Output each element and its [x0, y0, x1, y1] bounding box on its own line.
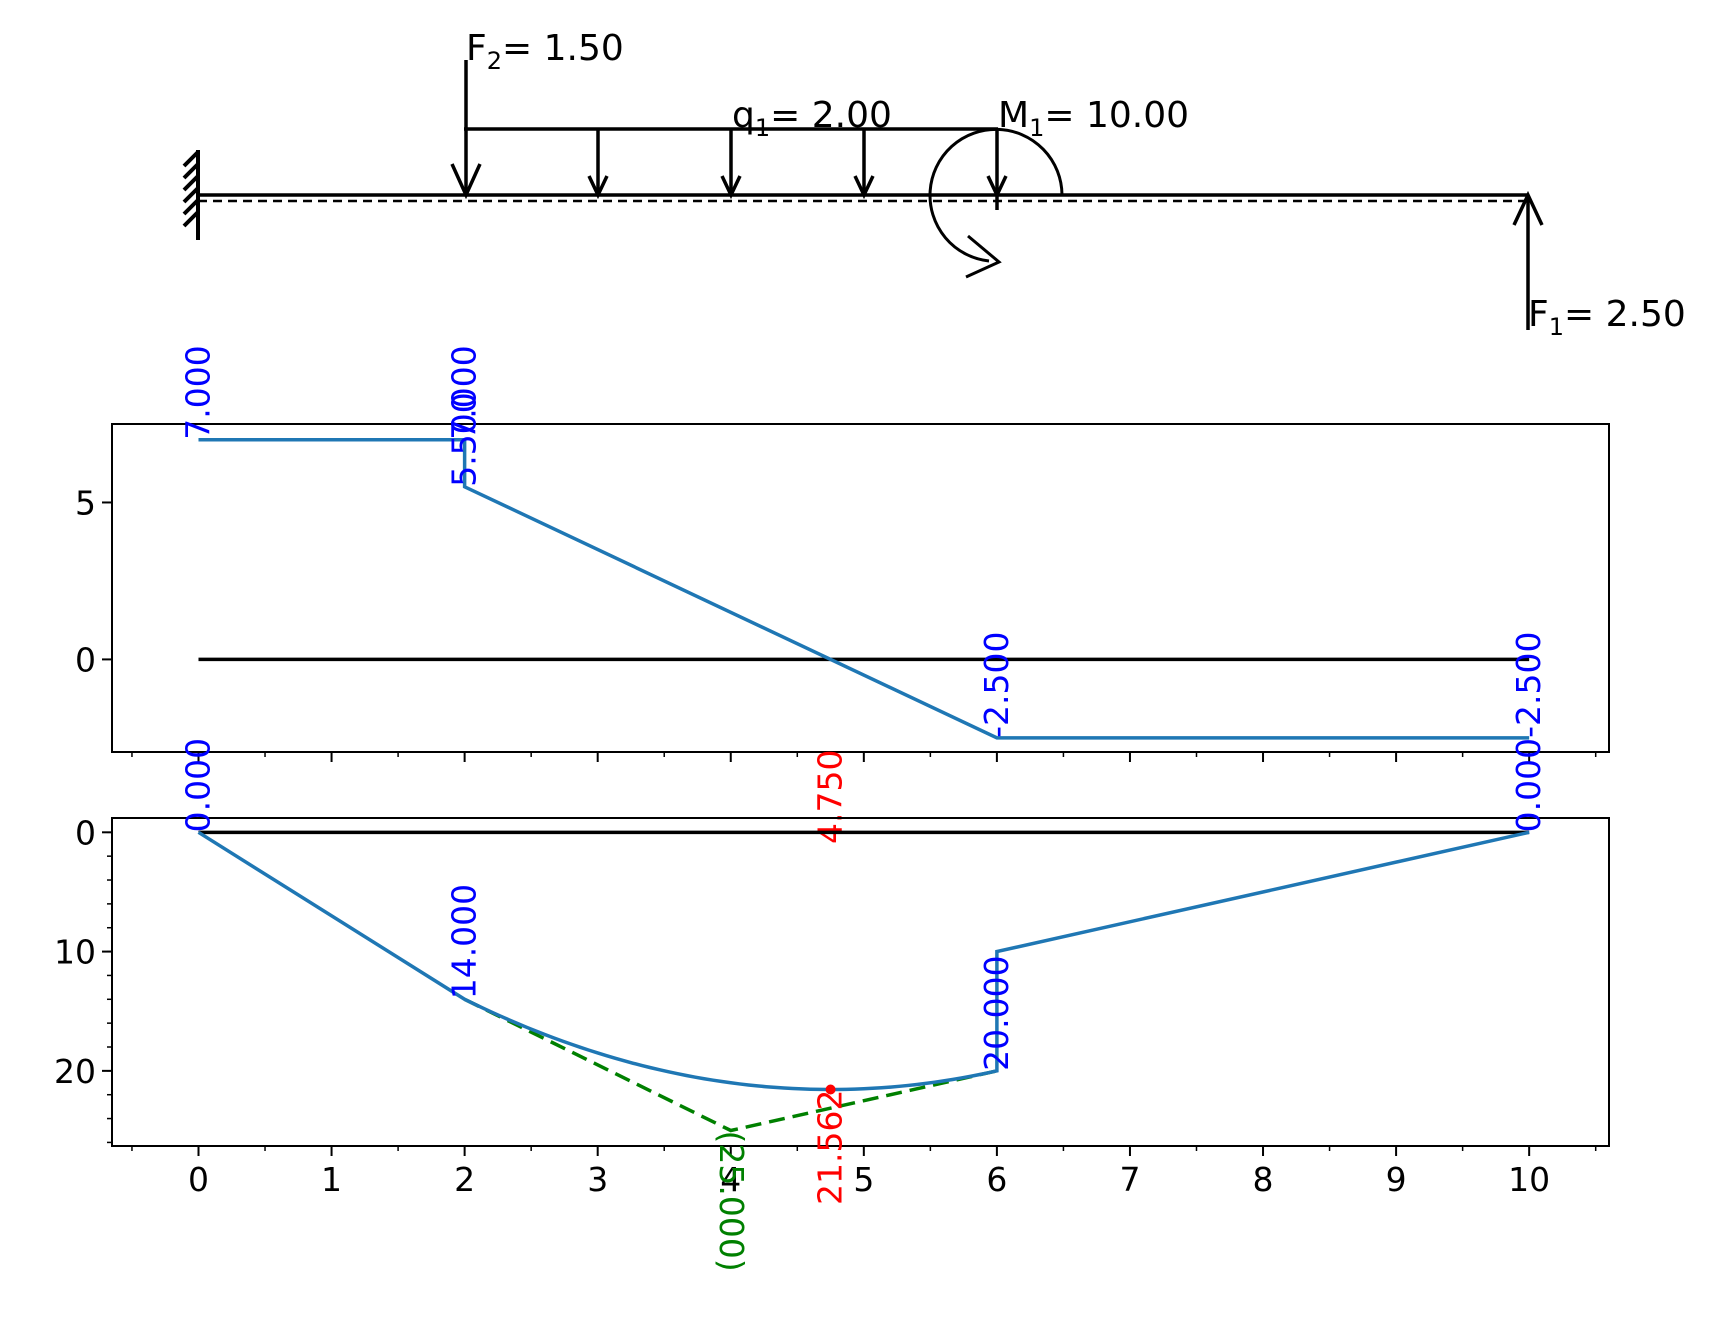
force-arrow-f1 [1512, 190, 1544, 330]
m1-value-text: = 10.00 [1044, 95, 1189, 136]
shear-y-axis: 50 [75, 483, 112, 679]
moment-curve [197, 830, 1530, 1092]
shear-value-label: -2.500 [1509, 631, 1548, 737]
q1-label: q1= 2.00 [732, 95, 892, 142]
moment-y-axis: 0 10 20 [54, 813, 112, 1144]
x-tick-label: 10 [1508, 1160, 1550, 1199]
moment-x-axis: 0 1 2 3 4 5 6 7 8 9 10 [131, 1146, 1597, 1199]
f2-value-text: = 1.50 [502, 28, 624, 69]
shear-zero-crossing-label: 4.750 [811, 750, 850, 844]
moment-construction-label: (25.000) [712, 1130, 751, 1271]
x-tick-label: 0 [188, 1160, 209, 1199]
moment-plot-frame [111, 817, 1610, 1147]
f1-subscript: 1 [1549, 313, 1564, 341]
q1-subscript: 1 [755, 114, 770, 142]
moment-m1 [928, 127, 1064, 279]
y-tick-label: 10 [54, 933, 96, 972]
f2-label: F2= 1.50 [466, 28, 624, 75]
moment-construction-line [463, 997, 998, 1133]
x-tick-label: 3 [587, 1160, 608, 1199]
q1-value-text: = 2.00 [770, 95, 892, 136]
x-tick-label: 1 [321, 1160, 342, 1199]
moment-extreme-marker [825, 1084, 836, 1095]
f1-symbol: F [1528, 294, 1549, 335]
y-tick-label: 20 [54, 1052, 96, 1091]
shear-x-ticks [131, 752, 1597, 762]
fixed-support [182, 150, 200, 240]
shear-value-label: 7.000 [445, 345, 484, 439]
shear-value-label: 7.000 [178, 345, 217, 439]
shear-value-label: 5.500 [445, 392, 484, 486]
moment-value-label: 0.000 [178, 738, 217, 832]
shear-value-label: -2.500 [977, 631, 1016, 737]
force-arrow-f2 [450, 60, 482, 200]
y-tick-label: 5 [75, 483, 96, 522]
y-tick-label: 0 [75, 640, 96, 679]
x-tick-label: 7 [1119, 1160, 1140, 1199]
m1-symbol: M [998, 95, 1029, 136]
x-tick-label: 6 [986, 1160, 1007, 1199]
x-tick-label: 5 [853, 1160, 874, 1199]
x-tick-label: 9 [1386, 1160, 1407, 1199]
m1-subscript: 1 [1029, 114, 1044, 142]
moment-extreme-label: 21.562 [811, 1089, 850, 1204]
f1-label: F1= 2.50 [1528, 294, 1686, 341]
f2-subscript: 2 [487, 47, 502, 75]
beam-schematic: q1= 2.00 F2= 1.50 M1= 10.00 F1= 2.50 [182, 28, 1686, 341]
moment-value-label: 14.000 [445, 884, 484, 999]
moment-value-label: 20.000 [977, 955, 1016, 1070]
x-tick-label: 2 [454, 1160, 475, 1199]
f1-value-text: = 2.50 [1564, 294, 1686, 335]
y-tick-label: 0 [75, 813, 96, 852]
moment-value-label: 0.000 [1509, 738, 1548, 832]
shear-curve [198, 437, 1530, 740]
x-tick-label: 8 [1253, 1160, 1274, 1199]
shear-plot-frame [111, 423, 1610, 753]
x-tick-label: 4 [720, 1160, 741, 1199]
m1-label: M1= 10.00 [998, 95, 1189, 142]
q1-symbol: q [732, 95, 755, 136]
distributed-load-q1 [464, 127, 1008, 210]
f2-symbol: F [466, 28, 487, 69]
moment-value-labels: 0.000 14.000 20.000 0.000 21.562 (25.000) [178, 738, 1548, 1272]
